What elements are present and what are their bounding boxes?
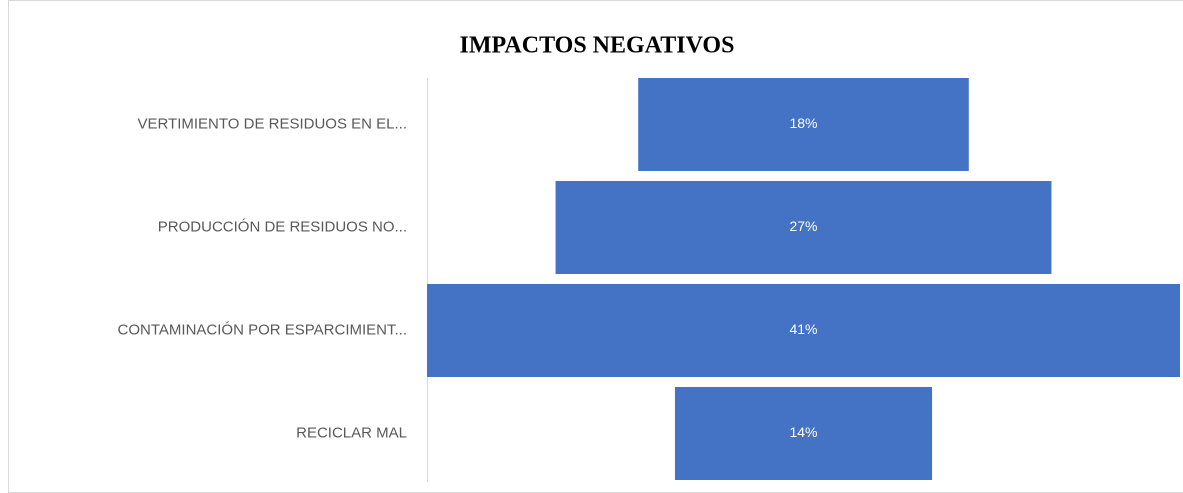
bar	[555, 181, 1052, 274]
category-label: PRODUCCIÓN DE RESIDUOS NO...	[158, 218, 407, 235]
data-label: 27%	[789, 218, 817, 234]
data-label: 18%	[789, 115, 817, 131]
data-label: 41%	[789, 321, 817, 337]
category-label: VERTIMIENTO DE RESIDUOS EN EL...	[137, 115, 407, 132]
data-label: 14%	[789, 424, 817, 440]
bar	[427, 284, 1180, 377]
bar	[638, 78, 969, 171]
category-label: CONTAMINACIÓN POR ESPARCIMIENT...	[118, 321, 407, 338]
chart-title: IMPACTOS NEGATIVOS	[460, 33, 735, 59]
category-label: RECICLAR MAL	[296, 424, 407, 441]
bar	[674, 387, 933, 480]
